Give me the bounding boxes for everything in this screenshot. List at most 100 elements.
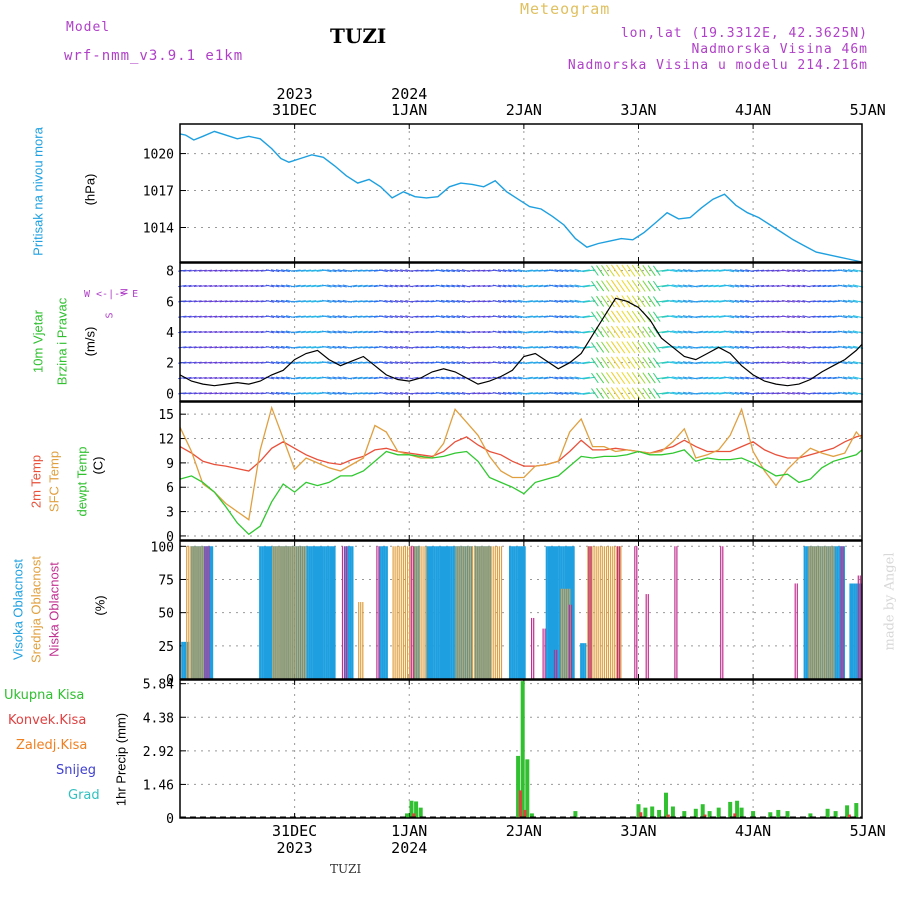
wind-barb xyxy=(472,361,481,364)
wind-barb xyxy=(357,392,368,395)
wind-barb xyxy=(456,376,466,380)
wind-barb xyxy=(766,300,775,303)
wind-barb xyxy=(693,269,703,272)
wind-barb xyxy=(425,315,435,318)
wind-barb xyxy=(708,315,719,318)
wind-barb xyxy=(610,264,621,277)
wind-barb xyxy=(477,300,486,303)
wind-barb xyxy=(842,315,853,319)
wind-barb xyxy=(357,284,368,288)
wind-barb xyxy=(219,377,228,379)
wind-barb xyxy=(451,315,461,319)
wind-barb xyxy=(564,299,574,303)
wind-barb xyxy=(250,300,259,303)
wind-barb xyxy=(631,264,641,277)
xtick-top-day: 2JAN xyxy=(506,101,542,119)
wind-barb xyxy=(605,264,615,277)
wind-barb xyxy=(847,330,858,334)
wind-barb xyxy=(394,300,404,303)
station-title: TUZI xyxy=(330,24,387,48)
wind-barb xyxy=(610,356,621,369)
wind-barb xyxy=(352,392,363,395)
xtick-top-day: 3JAN xyxy=(620,101,656,119)
wind-barb xyxy=(394,392,404,395)
pressure-line xyxy=(179,130,863,263)
wind-barb xyxy=(301,284,312,288)
wind-barb xyxy=(435,361,445,365)
wind-barb xyxy=(817,346,827,349)
wind-barb xyxy=(270,376,280,380)
wind-barb xyxy=(626,264,636,277)
wind-barb xyxy=(837,284,848,288)
wind-barb xyxy=(368,346,378,349)
wind-barb xyxy=(647,357,656,369)
wind-barb xyxy=(596,387,605,399)
wind-barb xyxy=(337,330,347,334)
wind-barb xyxy=(384,361,393,364)
wind-barb xyxy=(492,346,502,349)
wind-barb xyxy=(188,300,197,303)
wind-barb xyxy=(497,330,507,334)
wind-barb xyxy=(761,346,770,349)
wind-barb xyxy=(410,315,419,318)
wind-barb xyxy=(327,345,337,349)
precip-bar-total xyxy=(776,809,781,818)
wind-barb xyxy=(596,265,605,277)
wind-barb xyxy=(400,315,409,318)
wind-barb xyxy=(781,346,790,349)
wind-barb xyxy=(637,310,646,323)
wind-barb xyxy=(652,388,661,399)
wind-barb xyxy=(321,345,332,349)
wind-barb xyxy=(327,315,337,319)
wind-barb xyxy=(797,346,806,349)
wind-barb xyxy=(379,269,388,273)
precip-bar-total xyxy=(657,809,662,818)
wind-barb xyxy=(497,315,507,318)
wind-barb xyxy=(219,346,228,349)
wind-barb xyxy=(616,295,626,308)
wind-barb xyxy=(672,315,683,319)
wind-barb xyxy=(723,391,735,395)
wind-barb xyxy=(199,361,207,364)
wind-barb xyxy=(666,315,678,319)
wind-barb xyxy=(384,284,393,288)
wind-barb xyxy=(477,285,486,287)
ytick-label: 1014 xyxy=(143,222,174,237)
precip-bar-total xyxy=(825,808,830,818)
wind-barb xyxy=(755,269,765,272)
panel-border xyxy=(179,262,863,402)
wind-barb xyxy=(601,280,610,292)
wind-barb xyxy=(420,392,429,395)
wind-barb xyxy=(199,285,207,287)
wind-barb xyxy=(842,299,853,303)
wind-barb xyxy=(512,361,523,365)
wind-barb xyxy=(280,376,290,380)
wind-barb xyxy=(415,346,424,349)
wind-barb xyxy=(656,361,668,364)
wind-barb xyxy=(729,299,740,303)
wind-barb xyxy=(693,361,703,364)
wind-barb xyxy=(797,330,806,334)
wind-barb xyxy=(250,331,259,333)
wind-barb xyxy=(451,330,461,334)
wind-barb xyxy=(270,284,280,288)
wind-barb xyxy=(265,315,275,318)
wind-barb xyxy=(538,361,549,364)
wind-barb xyxy=(538,376,549,380)
wind-barbs xyxy=(178,264,864,400)
wind-barb xyxy=(559,345,569,349)
wind-barb xyxy=(807,300,816,303)
wind-barb xyxy=(290,346,301,349)
wind-barb xyxy=(579,284,590,288)
wind-barb xyxy=(656,284,668,288)
wind-barb xyxy=(512,315,523,319)
wind-barb xyxy=(666,299,678,303)
wind-barb xyxy=(199,331,207,333)
ytick-label: 1020 xyxy=(143,148,174,163)
wind-barb xyxy=(425,346,435,349)
wind-barb xyxy=(827,392,837,395)
wind-barb xyxy=(807,315,816,318)
wind-barb xyxy=(440,345,450,349)
wind-barb xyxy=(235,315,243,318)
wind-barb xyxy=(708,300,719,303)
